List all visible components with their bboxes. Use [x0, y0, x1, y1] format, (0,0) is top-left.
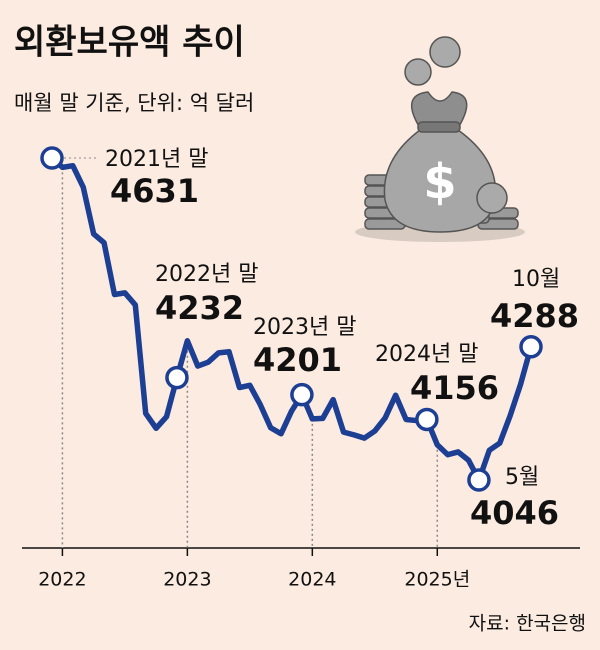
chart-subtitle: 매월 말 기준, 단위: 억 달러 — [14, 91, 254, 115]
x-tick-label: 2025년 — [404, 569, 470, 591]
value-label: 4156 — [410, 369, 499, 407]
annotation-label: 2021년 말 — [105, 147, 208, 172]
x-tick-label: 2022 — [38, 569, 86, 591]
value-label: 4631 — [110, 172, 199, 210]
x-tick-label: 2023 — [163, 569, 211, 591]
chart-title: 외환보유액 추이 — [14, 23, 245, 63]
point-marker — [519, 335, 543, 359]
point-marker — [165, 365, 189, 390]
annotation-label: 10월 — [512, 267, 560, 292]
annotation-label: 2024년 말 — [375, 342, 478, 367]
annotation-label: 5월 — [505, 465, 539, 490]
money-bag-illustration: $ — [355, 36, 525, 242]
annotation-label: 2022년 말 — [155, 262, 258, 287]
point-marker — [290, 382, 314, 407]
source: 자료: 한국은행 — [469, 613, 586, 635]
annotation-label: 2023년 말 — [253, 315, 356, 340]
point-marker — [467, 468, 491, 492]
point-marker — [415, 407, 439, 432]
point-marker — [40, 146, 64, 170]
value-label: 4046 — [470, 494, 559, 532]
value-label: 4201 — [253, 341, 342, 379]
value-label: 4288 — [490, 297, 579, 335]
line — [50, 155, 534, 483]
x-tick-label: 2024 — [288, 569, 336, 591]
value-label: 4232 — [155, 289, 244, 327]
svg-text:$: $ — [423, 154, 456, 210]
